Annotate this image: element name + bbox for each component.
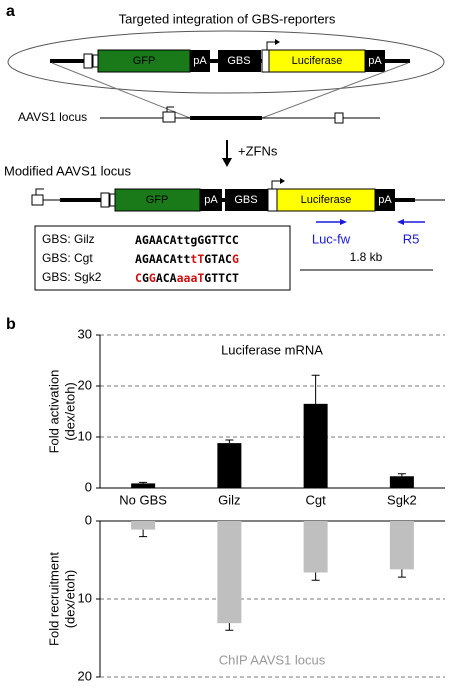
- error-bar: [311, 572, 320, 581]
- bar: [131, 483, 156, 488]
- x-tick-label: No GBS: [119, 492, 167, 507]
- gbs-sequence: CGGACAaaaTGTTCT: [135, 271, 239, 285]
- pa-label: pA: [204, 194, 218, 206]
- sequence-segment: C: [135, 271, 142, 285]
- error-bar: [225, 623, 234, 631]
- exon-box: [31, 194, 44, 206]
- gbs-sequence: AGAACAtttTGTACG: [135, 252, 239, 266]
- error-bar: [311, 374, 320, 404]
- sequence-segment: AGAACAttgGGTTCC: [135, 233, 239, 247]
- gbs-box: [218, 50, 261, 72]
- sequence-table: [34, 225, 291, 291]
- sequence-segment: GTAC: [204, 252, 232, 266]
- gbs-name: GBS: Cgt: [42, 251, 93, 265]
- arrowhead: [340, 219, 347, 225]
- x-tick-label: Cgt: [306, 492, 327, 507]
- pa-box: [190, 50, 210, 72]
- error-bar: [139, 481, 148, 484]
- y-tick-label: 20: [78, 668, 92, 683]
- promoter-arrow: [266, 41, 275, 50]
- bar: [303, 403, 328, 488]
- panel-title: Targeted integration of GBS-reporters: [119, 11, 336, 26]
- sequence-segment: G: [149, 271, 156, 285]
- recombination-line: [261, 62, 409, 119]
- y-tick-label: 0: [85, 512, 92, 527]
- exon-box: [162, 111, 176, 123]
- sequence-segment: tT: [190, 252, 204, 266]
- pa-box: [200, 189, 222, 211]
- luciferase-label: Luciferase: [292, 55, 343, 67]
- primer-label: R5: [403, 231, 420, 246]
- pa-label: pA: [193, 55, 207, 67]
- step-label: +ZFNs: [238, 143, 278, 158]
- chart-annotation: Luciferase mRNA: [221, 342, 323, 357]
- y-axis-label: (dex/etoh): [62, 382, 77, 441]
- locus-label: AAVS1 locus: [18, 110, 87, 124]
- sequence-segment: AGAACAtt: [135, 252, 190, 266]
- x-tick-label: Gilz: [218, 492, 240, 507]
- panel-label: a: [6, 3, 15, 20]
- error-bar: [225, 439, 234, 444]
- gbs-sequence: AGAACAttgGGTTCC: [135, 233, 239, 247]
- plasmid: [7, 30, 445, 94]
- gbs-name: GBS: Sgk2: [42, 270, 102, 284]
- gfp-label: GFP: [146, 194, 169, 206]
- chart-annotation: ChIP AAVS1 locus: [219, 652, 326, 667]
- error-bar: [397, 569, 406, 578]
- bar: [389, 521, 414, 570]
- y-axis-label: Fold activation: [46, 370, 61, 454]
- gbs-label: GBS: [234, 194, 257, 206]
- promoter-arrow: [166, 106, 174, 112]
- bar: [303, 521, 328, 573]
- panel-label: b: [6, 316, 16, 333]
- sequence-segment: aaaT: [177, 271, 205, 285]
- y-tick-label: 0: [85, 479, 92, 494]
- sequence-segment: ACA: [156, 271, 177, 285]
- promoter-arrow: [271, 180, 280, 189]
- gfp-label: GFP: [133, 55, 156, 67]
- y-tick-label: 30: [78, 326, 92, 341]
- gbs-name: GBS: Gilz: [42, 232, 95, 246]
- pa-box: [375, 189, 395, 211]
- element-box: [100, 192, 110, 208]
- bar: [131, 521, 156, 530]
- pa-box: [365, 50, 385, 72]
- error-bar: [397, 473, 406, 477]
- y-axis-label: (dex/etoh): [62, 570, 77, 629]
- y-tick-label: 10: [78, 428, 92, 443]
- sequence-segment: G: [232, 252, 239, 266]
- pa-label: pA: [368, 55, 382, 67]
- exon-box: [334, 112, 344, 124]
- arrowhead: [280, 178, 285, 184]
- pa-label: pA: [378, 194, 392, 206]
- luciferase-label: Luciferase: [301, 194, 352, 206]
- element-box: [267, 188, 278, 212]
- arrowhead: [397, 219, 404, 225]
- bar: [389, 476, 414, 488]
- modified-label: Modified AAVS1 locus: [4, 163, 131, 178]
- y-tick-label: 10: [78, 590, 92, 605]
- y-axis-label: Fold recruitment: [46, 552, 61, 646]
- scale-label: 1.8 kb: [350, 250, 383, 264]
- y-tick-label: 20: [78, 377, 92, 392]
- bar: [217, 521, 242, 624]
- primer-label: Luc-fw: [312, 231, 351, 246]
- sequence-segment: G: [142, 271, 149, 285]
- element-box: [92, 54, 99, 68]
- gbs-label: GBS: [227, 55, 250, 67]
- sequence-segment: GTTCT: [204, 271, 239, 285]
- element-box: [261, 49, 270, 73]
- promoter-arrow: [35, 188, 44, 195]
- x-tick-label: Sgk2: [387, 492, 417, 507]
- gbs-box: [225, 189, 268, 211]
- error-bar: [139, 529, 148, 538]
- arrowhead: [275, 39, 280, 45]
- element-box: [83, 53, 93, 69]
- sequence-rows: GBS: Gilz AGAACAttgGGTTCC GBS: Cgt AGAACAtt…: [42, 232, 239, 284]
- element-box: [109, 193, 116, 207]
- arrowhead: [222, 158, 232, 167]
- bar: [217, 443, 242, 488]
